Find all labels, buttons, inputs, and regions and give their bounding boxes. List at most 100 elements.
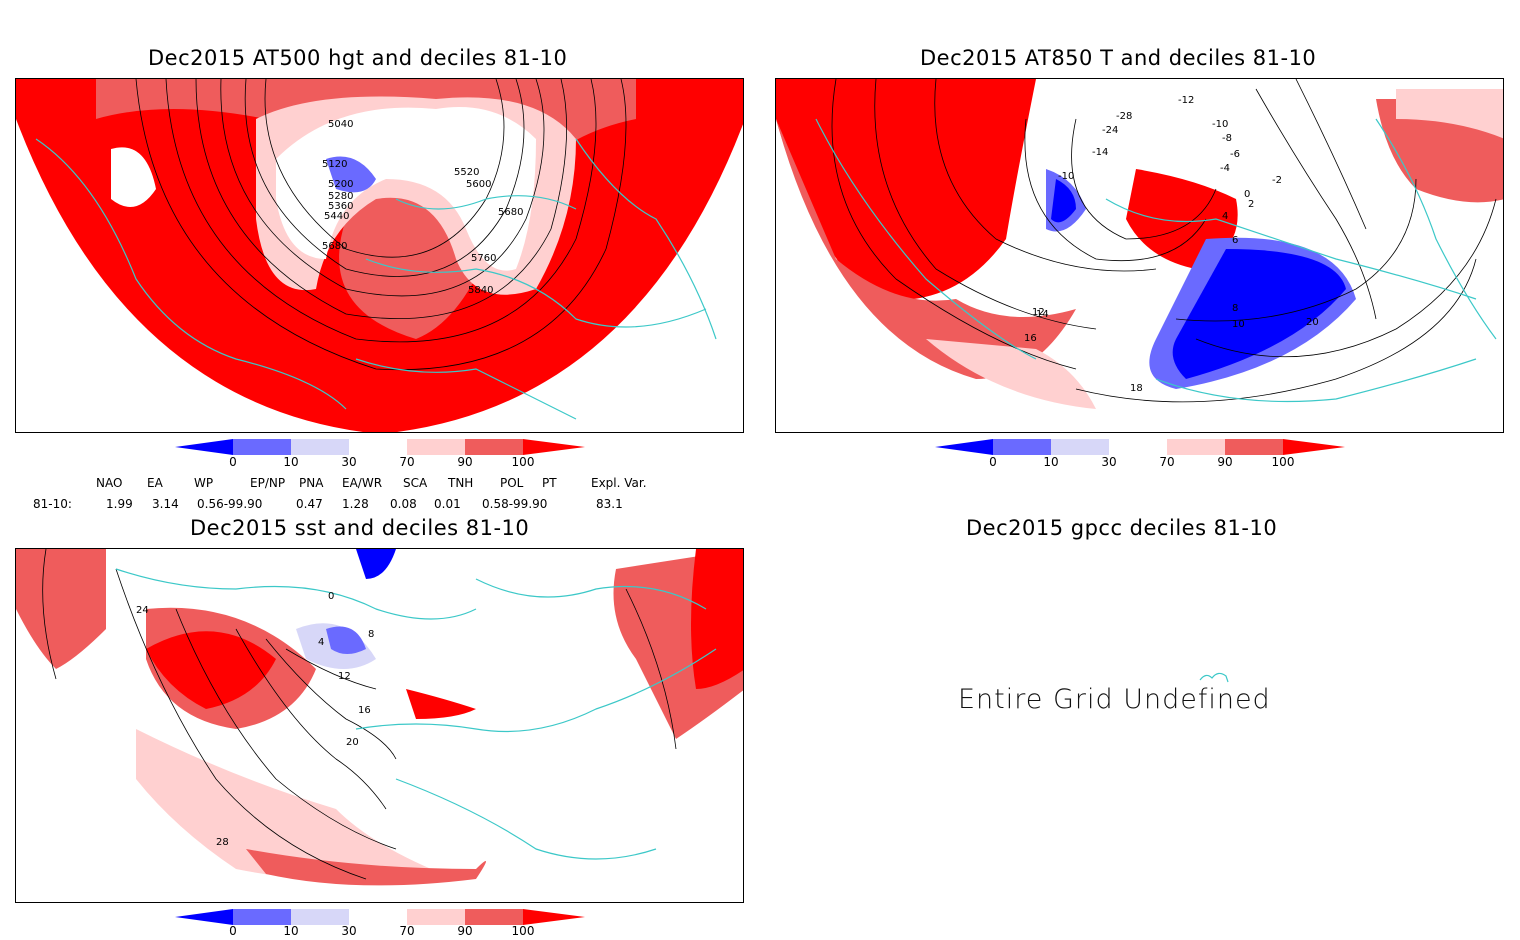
colorbar-swatch-2 [1051,439,1109,455]
index-value: 83.1 [596,497,623,511]
contour-label: 12 [1032,307,1045,318]
decile-fill-lowest-arctic [1051,179,1076,223]
colorbar-swatch-0 [935,439,993,455]
colorbar-swatch-6 [523,909,585,925]
index-header: POL [500,476,524,490]
contour-label: 2 [1248,199,1254,210]
sst-fill-high-atlantic [146,631,276,709]
colorbar-tick: 100 [1271,455,1295,469]
colorbar-swatches [935,439,1345,455]
colorbar-swatch-6 [1283,439,1345,455]
colorbar-tick: 10 [283,924,299,938]
contour-label: 5520 [454,167,479,178]
index-value: 0.58-99.90 [482,497,548,511]
contour-label: 4 [318,637,324,648]
contour-label: 5680 [322,241,347,252]
map-hgt500: 5040 5120 5200 5280 5360 5440 5520 5600 … [16,79,743,432]
index-value: 0.01 [434,497,461,511]
contour-label: 5200 [328,179,353,190]
contour-label: -24 [1102,125,1118,136]
colorbar-swatch-2 [291,439,349,455]
contour-label: 16 [358,705,371,716]
colorbar-tick: 70 [399,455,415,469]
decile-fill-mid-east [1396,89,1503,139]
panel-title-hgt500: Dec2015 AT500 hgt and deciles 81-10 [148,46,568,70]
contour-label: -8 [1222,133,1232,144]
decile-fill-mid-south [926,339,1096,409]
contour-label: 8 [368,629,374,640]
sst-contours [42,549,677,880]
colorbar-tick: 90 [457,455,473,469]
decile-fill-normal-west [111,147,156,207]
coastlines [815,118,1497,403]
contour-label: 5760 [471,253,496,264]
contour-label: 5440 [324,211,349,222]
contour-label: -10 [1212,119,1228,130]
colorbar-tick: 30 [1101,455,1117,469]
contour-label: 18 [1130,383,1143,394]
colorbar-swatch-1 [233,909,291,925]
contour-label: 5600 [466,179,491,190]
decile-fill-low [326,156,376,193]
index-value: 3.14 [152,497,179,511]
sst-fill-low [326,626,366,654]
contour-label: -12 [1178,95,1194,106]
colorbar-tick: 0 [989,455,997,469]
map-panel-hgt500: 5040 5120 5200 5280 5360 5440 5520 5600 … [15,78,744,433]
colorbar-tick: 100 [511,924,535,938]
contour-label: -2 [1272,175,1282,186]
colorbar-swatch-1 [233,439,291,455]
coastlines [115,568,717,860]
colorbar-tick: 10 [283,455,299,469]
contour-label: 12 [338,671,351,682]
contour-label: 5360 [328,201,353,212]
contour-label: 20 [346,737,359,748]
colorbar-swatch-3 [349,439,407,455]
contour-label: 14 [1036,309,1049,320]
colorbar-swatch-4 [407,909,465,925]
colorbar-tick: 30 [341,455,357,469]
index-header: NAO [96,476,123,490]
index-header: PT [542,476,557,490]
decile-fill-upper-west [776,119,1076,379]
colorbar-swatch-6 [523,439,585,455]
contour-label: -6 [1230,149,1240,160]
contour-label: 5120 [322,159,347,170]
contour-label: 5040 [328,119,353,130]
colorbar-t850: 0 10 30 70 90 100 [935,439,1345,473]
map-t850: -12 -10 -8 -6 -4 -2 0 2 4 6 8 10 12 14 1… [776,79,1503,432]
colorbar-tick: 10 [1043,455,1059,469]
sst-fill-upper-west [16,549,106,669]
stray-coastline-fragment [1199,672,1229,683]
colorbar-tick: 30 [341,924,357,938]
colorbar-swatch-0 [175,439,233,455]
contour-label: -4 [1220,163,1230,174]
index-value: 1.99 [106,497,133,511]
height-contours [135,79,627,371]
grid-undefined-message: Entire Grid Undefined [958,684,1271,715]
contour-label: -14 [1092,147,1108,158]
contour-label: 4 [1222,211,1228,222]
index-value: 0.47 [296,497,323,511]
panel-title-t850: Dec2015 AT850 T and deciles 81-10 [920,46,1317,70]
contour-label: 0 [328,591,334,602]
contour-label: 5280 [328,191,353,202]
colorbar-tick: 100 [511,455,535,469]
contour-label: 5680 [498,207,523,218]
coastlines [35,138,717,420]
colorbar-swatch-1 [993,439,1051,455]
contour-label: 28 [216,837,229,848]
colorbar-hgt500: 0 10 30 70 90 100 [175,439,585,473]
index-header: Expl. Var. [591,476,647,490]
contour-label: 10 [1232,319,1245,330]
colorbar-swatch-3 [349,909,407,925]
index-header: EA/WR [342,476,383,490]
contour-label: 24 [136,605,149,616]
sst-fill-lowest [356,549,396,579]
index-value: 0.56-99.90 [197,497,263,511]
colorbar-swatches [175,439,585,455]
decile-fill-high-west [776,79,1036,301]
index-value: 0.08 [390,497,417,511]
colorbar-tick: 0 [229,924,237,938]
colorbar-swatch-5 [465,439,523,455]
